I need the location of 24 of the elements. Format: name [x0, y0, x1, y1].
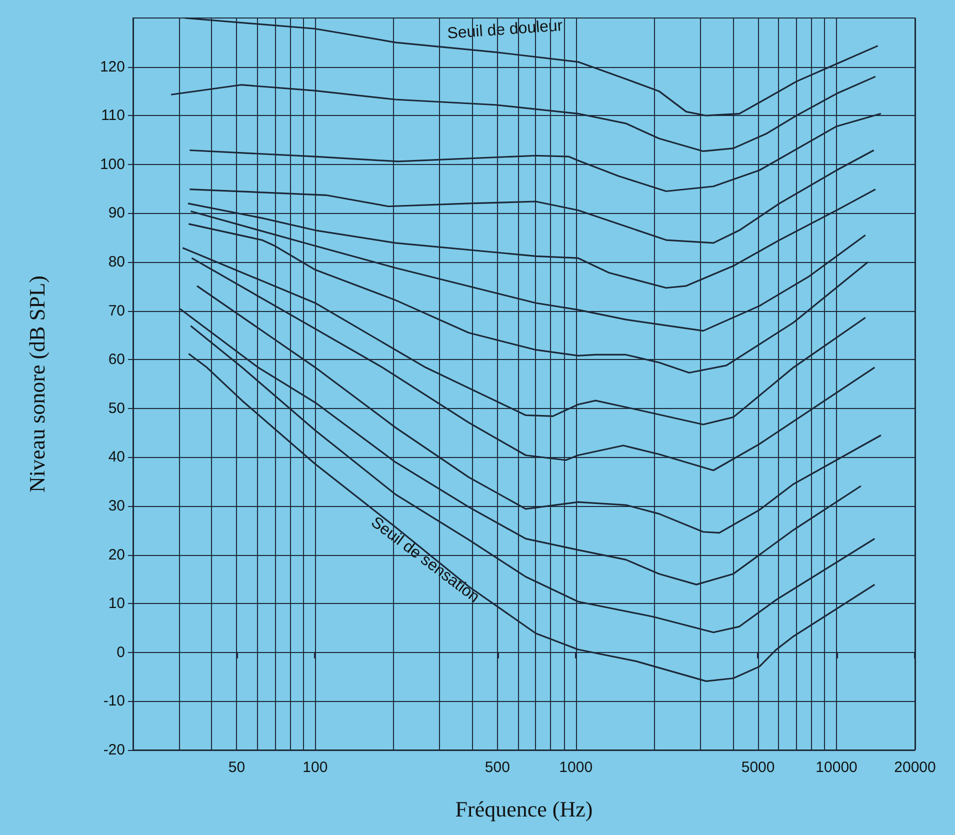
y-tick-label: 60: [108, 351, 125, 368]
y-tick-label: 80: [108, 254, 125, 270]
y-tick-label: 70: [108, 302, 125, 320]
y-tick-label: 20: [108, 546, 125, 564]
y-tick-label: 30: [108, 498, 125, 514]
x-tick-label: 10000: [816, 759, 858, 776]
x-tick-label: 20000: [894, 759, 936, 776]
y-tick-label: 100: [100, 156, 125, 173]
y-tick-label: 0: [116, 644, 125, 661]
y-tick-label: 120: [100, 58, 125, 76]
x-tick-label: 1000: [559, 759, 593, 776]
x-axis-title: Fréquence (Hz): [455, 796, 593, 822]
y-tick-label: 90: [108, 204, 125, 222]
y-tick-label: 110: [101, 107, 125, 124]
y-tick-label: 50: [108, 400, 125, 417]
x-tick-label: 500: [484, 759, 510, 776]
x-tick-label: 5000: [741, 759, 775, 776]
x-tick-label: 50: [228, 759, 246, 776]
y-axis-title: Niveau sonore (dB SPL): [24, 276, 50, 492]
y-tick-label: 10: [108, 595, 125, 612]
y-tick-label: -10: [103, 692, 125, 710]
x-tick-label: 100: [302, 759, 328, 776]
y-tick-label: 40: [108, 448, 125, 466]
y-tick-label: -20: [103, 742, 125, 758]
